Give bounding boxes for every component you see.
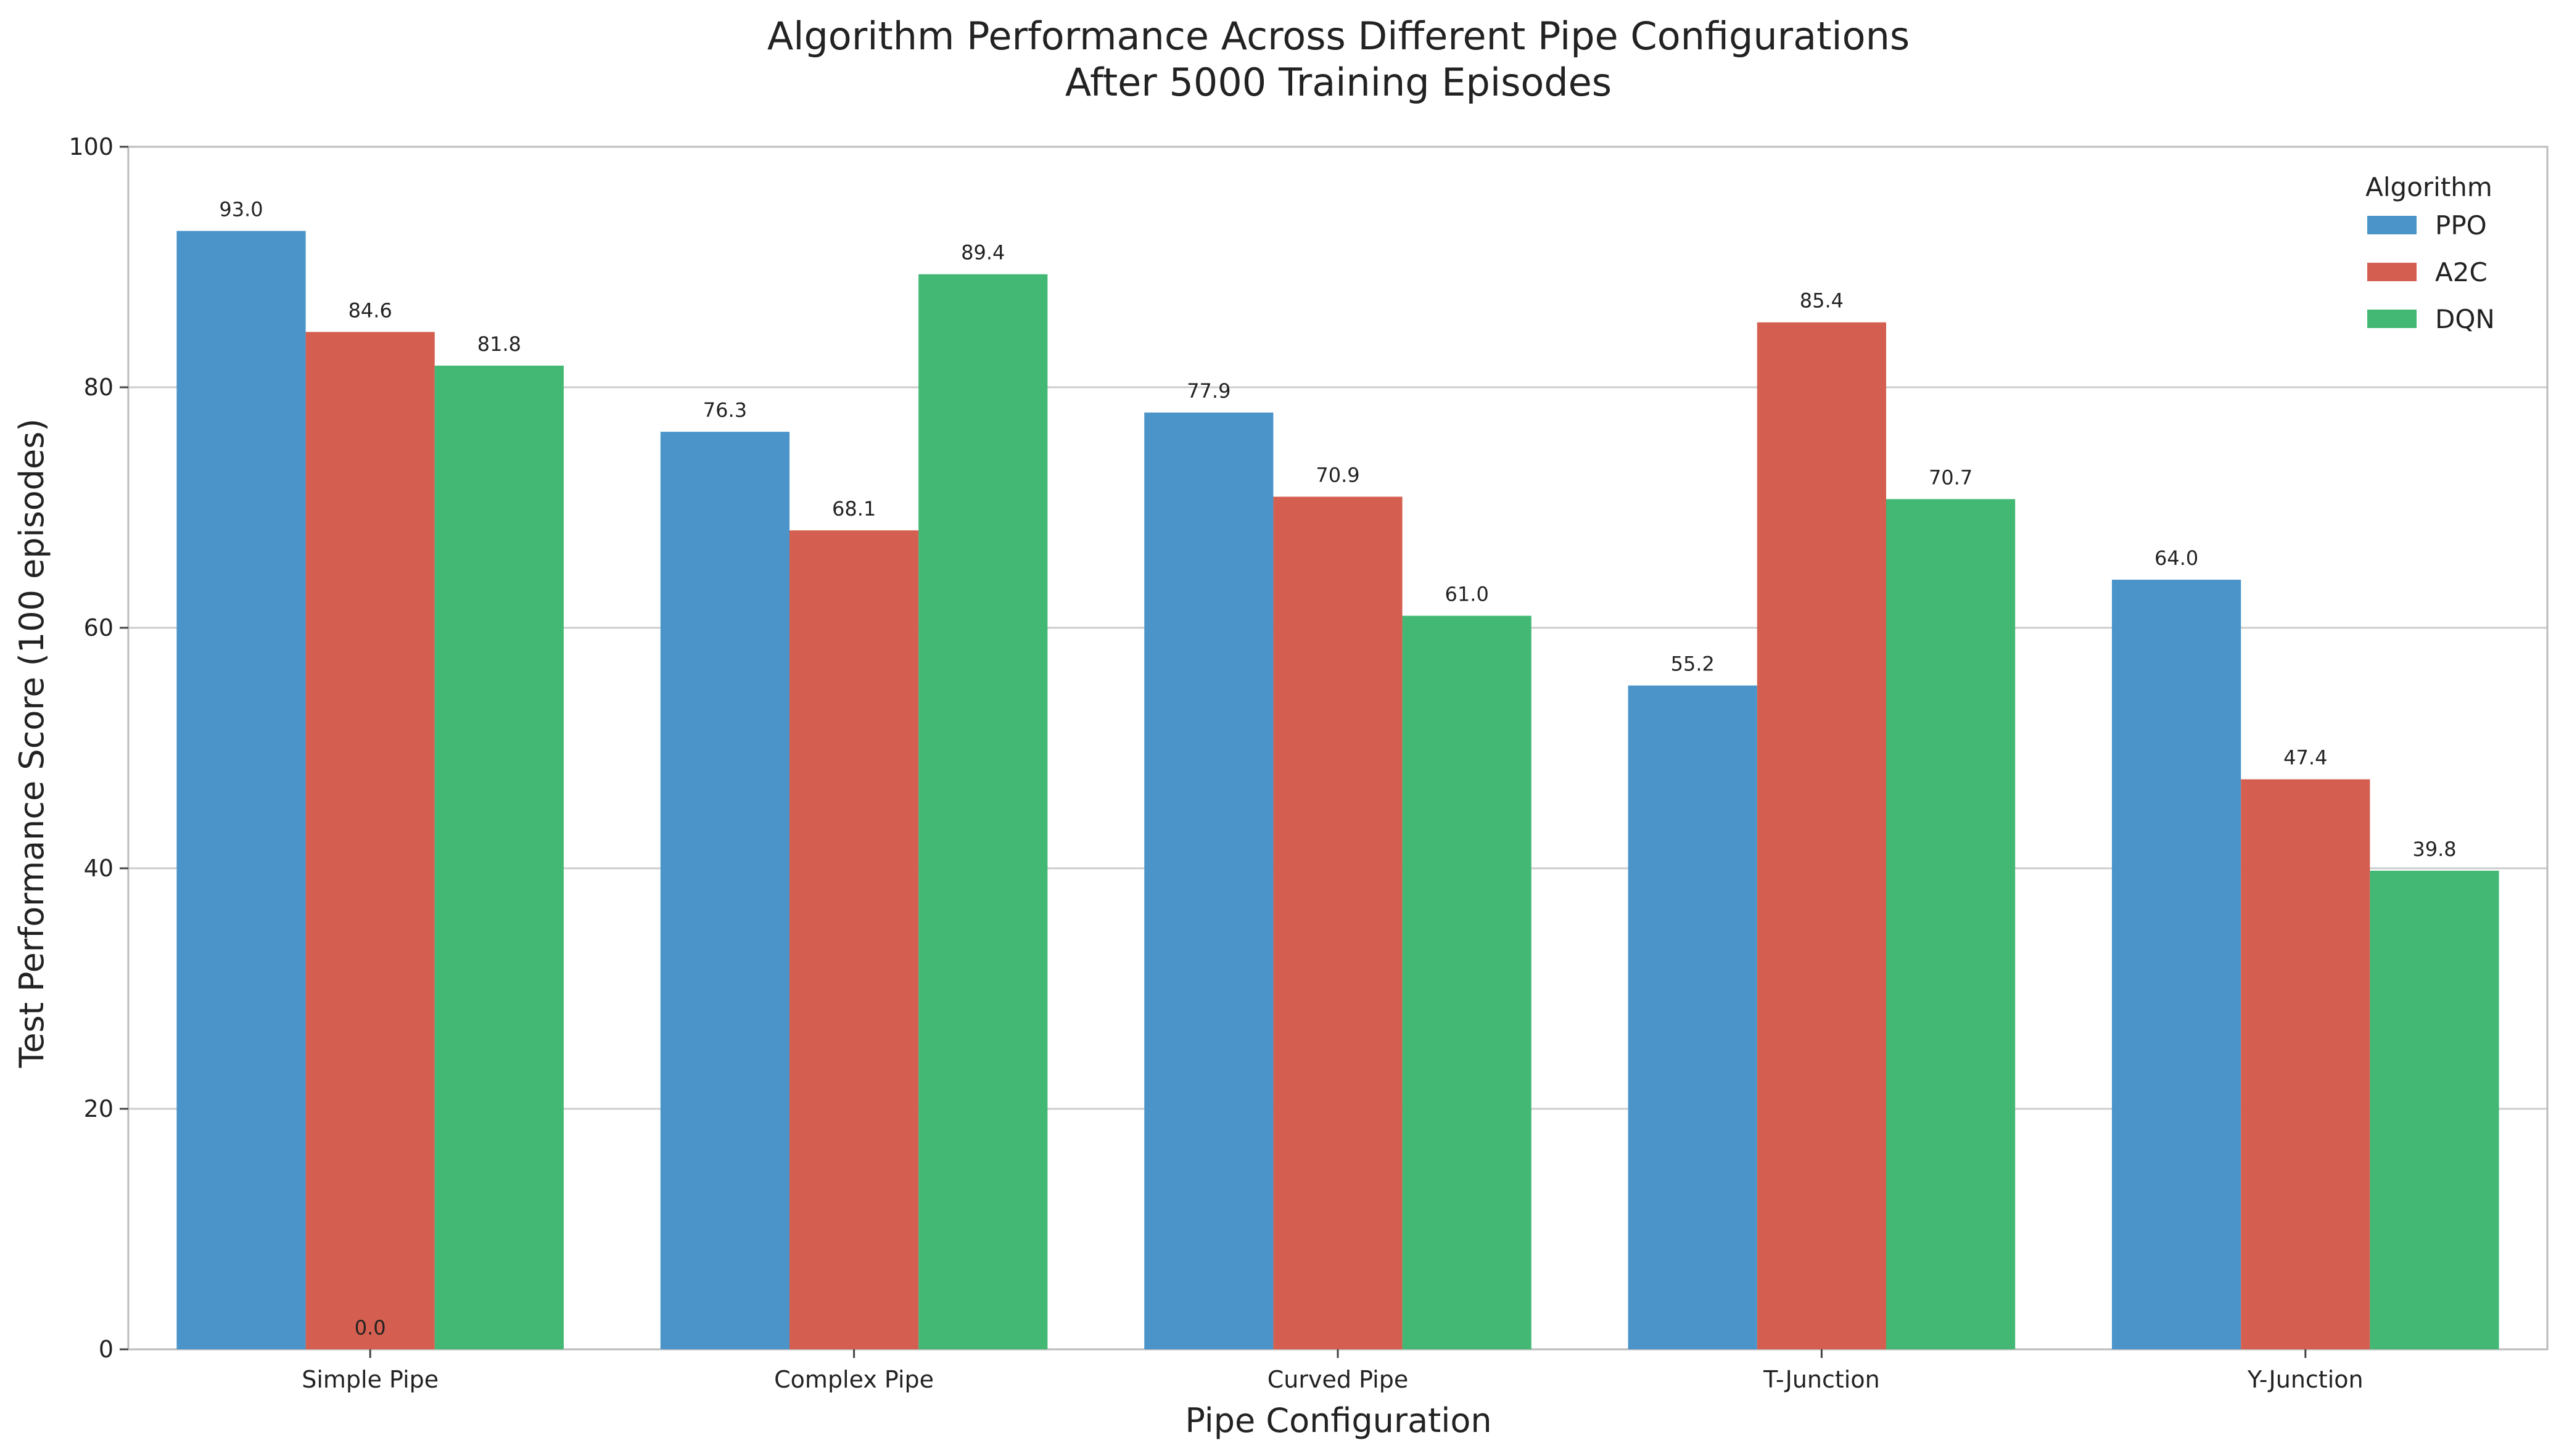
value-label: 93.0: [219, 198, 263, 221]
x-tick-label: Curved Pipe: [1268, 1366, 1408, 1393]
x-tick-label: Simple Pipe: [302, 1366, 439, 1393]
legend-swatch-dqn: [2367, 310, 2417, 328]
y-axis: 0 20 40 60 80 100: [68, 133, 128, 1363]
y-tick-label: 100: [68, 133, 113, 160]
value-label: 84.6: [348, 298, 392, 322]
value-label: 76.3: [703, 398, 747, 422]
x-tick-label: Y-Junction: [2247, 1366, 2364, 1393]
value-label: 39.8: [2412, 837, 2456, 861]
legend-swatch-a2c: [2367, 263, 2417, 281]
bar-a2c: [305, 332, 435, 1349]
x-tick-label: T-Junction: [1763, 1366, 1880, 1393]
bar-ppo: [176, 231, 306, 1349]
bar-dqn: [1886, 499, 2016, 1349]
legend-swatch-ppo: [2367, 216, 2417, 234]
x-axis-label: Pipe Configuration: [1185, 1401, 1491, 1440]
value-label: 85.4: [1800, 289, 1844, 313]
y-tick-label: 60: [84, 614, 113, 641]
y-tick-label: 40: [84, 855, 113, 882]
legend: Algorithm PPO A2C DQN: [2365, 172, 2495, 334]
bar-a2c: [789, 530, 919, 1349]
value-label: 64.0: [2154, 546, 2198, 570]
value-label: 70.7: [1929, 466, 1972, 489]
value-labels: 93.0 84.6 81.8 76.3 68.1 89.4 77.9 70.9 61.0 55.2…: [219, 198, 2456, 1340]
legend-label-ppo: PPO: [2435, 210, 2487, 241]
chart-subtitle: After 5000 Training Episodes: [1065, 60, 1612, 105]
y-tick-label: 80: [84, 374, 113, 401]
bar-a2c: [1273, 496, 1403, 1350]
value-label: 61.0: [1445, 583, 1489, 606]
value-label: 68.1: [832, 497, 876, 520]
value-label: 89.4: [961, 241, 1005, 265]
value-label: 47.4: [2283, 746, 2327, 770]
y-tick-label: 0: [99, 1336, 113, 1363]
value-label: 81.8: [477, 332, 521, 356]
bar-dqn: [918, 274, 1048, 1350]
y-axis-label: Test Performance Score (100 episodes): [12, 419, 51, 1069]
bar-a2c: [1757, 322, 1886, 1350]
y-tick-label: 20: [84, 1095, 113, 1122]
value-label: 55.2: [1671, 652, 1715, 676]
legend-label-a2c: A2C: [2435, 257, 2488, 287]
bar-ppo: [660, 432, 790, 1349]
bar-dqn: [434, 365, 564, 1349]
legend-label-dqn: DQN: [2435, 304, 2495, 334]
annotation-label: 0.0: [355, 1316, 386, 1339]
bar-ppo: [2112, 580, 2241, 1349]
x-axis: Simple Pipe Complex Pipe Curved Pipe T-Junc…: [302, 1349, 2364, 1393]
bar-dqn: [2370, 870, 2499, 1349]
chart-title: Algorithm Performance Across Different P…: [767, 14, 1910, 59]
x-tick-label: Complex Pipe: [774, 1366, 934, 1393]
bar-a2c: [2241, 779, 2370, 1349]
bar-ppo: [1144, 412, 1274, 1350]
value-label: 77.9: [1187, 379, 1230, 403]
legend-title: Algorithm: [2365, 172, 2492, 202]
bar-ppo: [1628, 685, 1757, 1349]
bar-dqn: [1402, 615, 1531, 1349]
bars: [176, 231, 2499, 1350]
value-label: 70.9: [1316, 463, 1359, 487]
